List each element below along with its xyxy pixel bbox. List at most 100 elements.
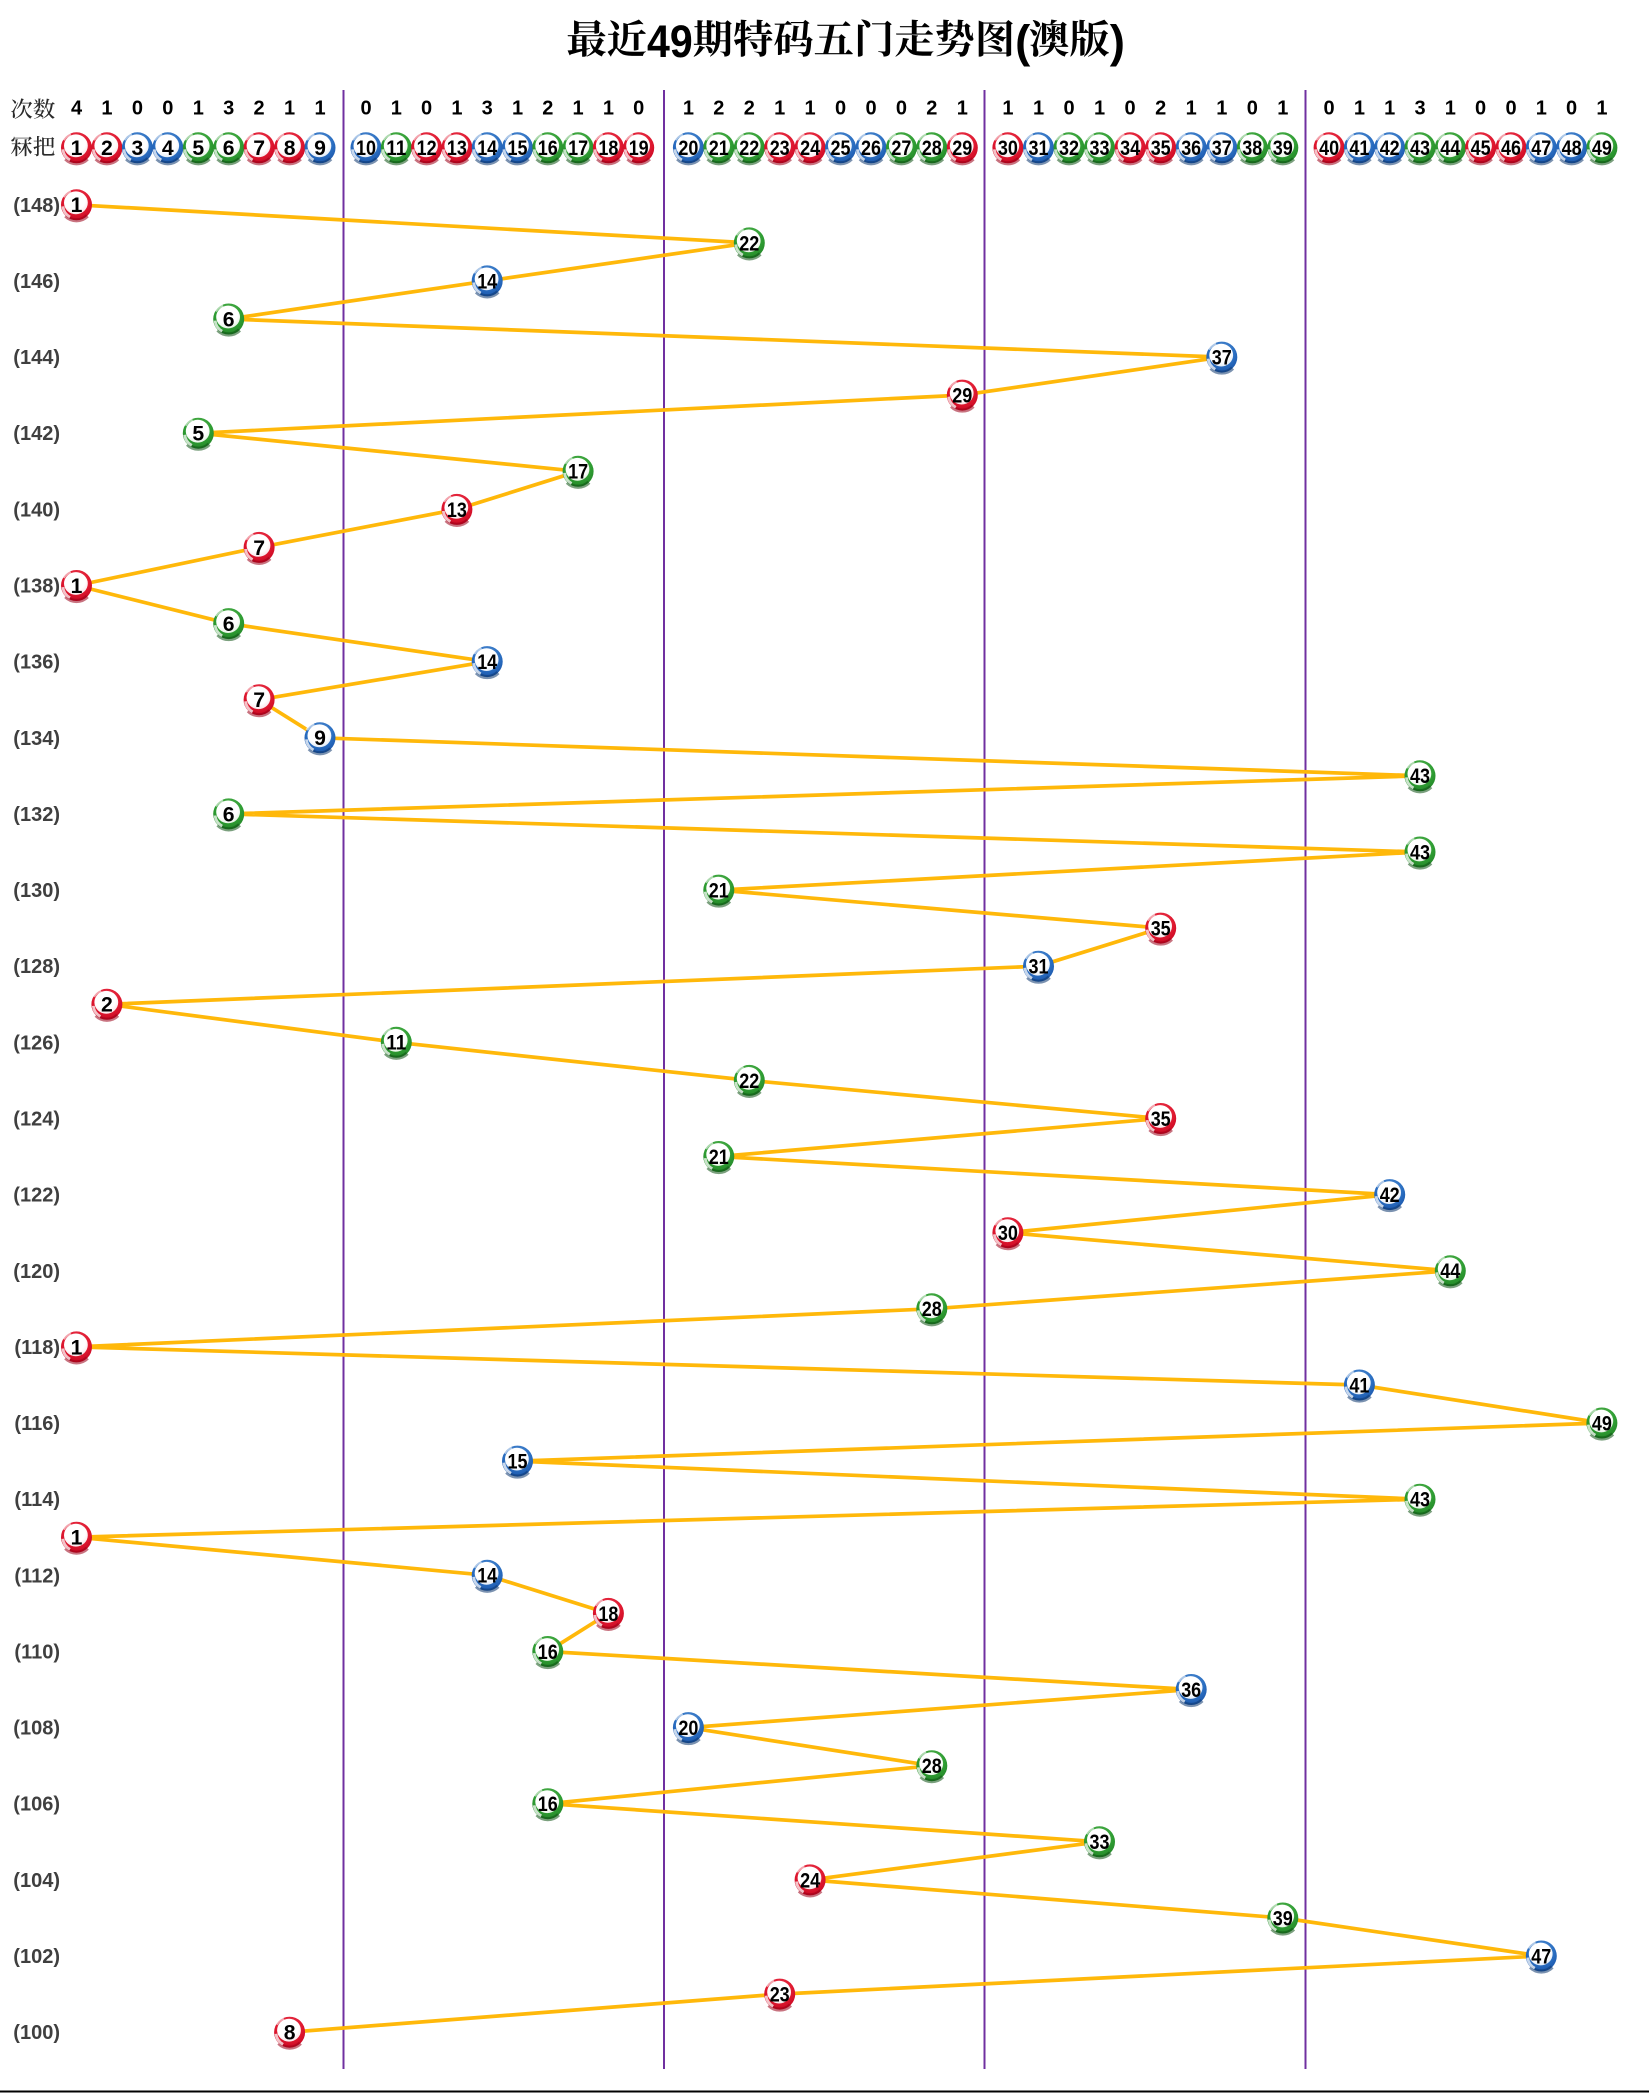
svg-text:(102): (102) <box>13 1946 60 1968</box>
svg-text:1: 1 <box>101 98 112 120</box>
svg-text:(138): (138) <box>13 576 60 598</box>
svg-text:3: 3 <box>223 98 234 120</box>
svg-text:1: 1 <box>193 98 204 120</box>
svg-text:1: 1 <box>603 98 614 120</box>
svg-text:(108): (108) <box>13 1718 60 1740</box>
svg-text:1: 1 <box>774 98 785 120</box>
svg-text:(110): (110) <box>14 1642 60 1664</box>
svg-text:(: ( <box>1015 16 1031 67</box>
svg-text:(130): (130) <box>13 880 60 902</box>
svg-text:1: 1 <box>284 98 295 120</box>
svg-text:(134): (134) <box>13 728 60 750</box>
svg-text:): ) <box>1110 16 1125 67</box>
svg-text:15: 15 <box>508 137 528 160</box>
svg-text:21: 21 <box>709 880 729 903</box>
svg-text:0: 0 <box>132 98 143 120</box>
svg-text:47: 47 <box>1531 137 1551 160</box>
svg-text:8: 8 <box>284 2022 296 2045</box>
svg-text:1: 1 <box>957 98 968 120</box>
svg-text:2: 2 <box>101 994 113 1017</box>
svg-text:20: 20 <box>678 1717 698 1740</box>
svg-text:0: 0 <box>360 98 371 120</box>
svg-text:6: 6 <box>223 613 235 636</box>
svg-text:0: 0 <box>633 98 644 120</box>
svg-text:0: 0 <box>896 98 907 120</box>
svg-text:46: 46 <box>1501 137 1521 160</box>
svg-text:(104): (104) <box>13 1870 60 1892</box>
svg-text:35: 35 <box>1151 1108 1171 1131</box>
svg-text:1: 1 <box>683 98 694 120</box>
svg-text:30: 30 <box>998 1222 1018 1245</box>
svg-text:42: 42 <box>1380 1184 1400 1207</box>
svg-text:23: 23 <box>770 1984 790 2007</box>
svg-text:0: 0 <box>1063 98 1074 120</box>
svg-text:0: 0 <box>835 98 846 120</box>
svg-text:3: 3 <box>482 98 493 120</box>
svg-text:(146): (146) <box>13 271 60 293</box>
svg-text:(148): (148) <box>13 195 60 217</box>
svg-text:(114): (114) <box>14 1489 60 1511</box>
svg-text:9: 9 <box>314 727 326 750</box>
svg-text:23: 23 <box>770 137 790 160</box>
svg-text:1: 1 <box>451 98 462 120</box>
svg-text:2: 2 <box>744 98 755 120</box>
svg-text:47: 47 <box>1531 1945 1551 1968</box>
svg-text:14: 14 <box>477 270 497 293</box>
svg-text:0: 0 <box>1324 98 1335 120</box>
svg-text:6: 6 <box>223 137 235 160</box>
svg-text:49: 49 <box>647 16 693 67</box>
svg-text:0: 0 <box>1566 98 1577 120</box>
svg-text:2: 2 <box>254 98 265 120</box>
svg-text:35: 35 <box>1151 918 1171 941</box>
svg-text:41: 41 <box>1349 1374 1369 1397</box>
svg-text:8: 8 <box>284 137 296 160</box>
svg-text:41: 41 <box>1349 137 1369 160</box>
svg-text:10: 10 <box>356 137 376 160</box>
svg-text:21: 21 <box>709 137 729 160</box>
svg-text:1: 1 <box>1033 98 1044 120</box>
svg-text:22: 22 <box>739 232 759 255</box>
svg-text:(122): (122) <box>13 1185 60 1207</box>
svg-text:13: 13 <box>447 499 467 522</box>
svg-text:(140): (140) <box>13 499 60 521</box>
svg-text:43: 43 <box>1410 1489 1430 1512</box>
svg-text:3: 3 <box>132 137 144 160</box>
svg-text:1: 1 <box>1094 98 1105 120</box>
svg-text:1: 1 <box>1277 98 1288 120</box>
svg-text:49: 49 <box>1592 1412 1612 1435</box>
svg-text:36: 36 <box>1181 137 1201 160</box>
svg-text:15: 15 <box>508 1451 528 1474</box>
svg-text:1: 1 <box>1596 98 1607 120</box>
svg-text:30: 30 <box>998 137 1018 160</box>
svg-text:37: 37 <box>1212 137 1232 160</box>
svg-text:6: 6 <box>223 803 235 826</box>
svg-text:(142): (142) <box>13 423 60 445</box>
svg-text:(126): (126) <box>13 1032 60 1054</box>
svg-text:48: 48 <box>1562 137 1582 160</box>
svg-text:31: 31 <box>1029 956 1049 979</box>
svg-text:1: 1 <box>71 137 83 160</box>
svg-text:34: 34 <box>1120 137 1140 160</box>
svg-text:37: 37 <box>1212 347 1232 370</box>
svg-text:0: 0 <box>1505 98 1516 120</box>
svg-text:32: 32 <box>1059 137 1079 160</box>
svg-text:6: 6 <box>223 308 235 331</box>
svg-text:14: 14 <box>477 137 497 160</box>
svg-text:5: 5 <box>192 423 204 446</box>
svg-text:26: 26 <box>861 137 881 160</box>
svg-text:35: 35 <box>1151 137 1171 160</box>
svg-text:28: 28 <box>922 1298 942 1321</box>
svg-text:(144): (144) <box>13 347 60 369</box>
svg-text:0: 0 <box>1475 98 1486 120</box>
svg-text:0: 0 <box>421 98 432 120</box>
svg-text:36: 36 <box>1181 1679 1201 1702</box>
svg-text:12: 12 <box>417 137 437 160</box>
svg-text:14: 14 <box>477 651 497 674</box>
svg-text:2: 2 <box>101 137 113 160</box>
svg-text:3: 3 <box>1414 98 1425 120</box>
svg-text:(100): (100) <box>13 2022 60 2044</box>
svg-text:31: 31 <box>1029 137 1049 160</box>
svg-text:0: 0 <box>1247 98 1258 120</box>
svg-text:0: 0 <box>162 98 173 120</box>
svg-text:16: 16 <box>538 137 558 160</box>
